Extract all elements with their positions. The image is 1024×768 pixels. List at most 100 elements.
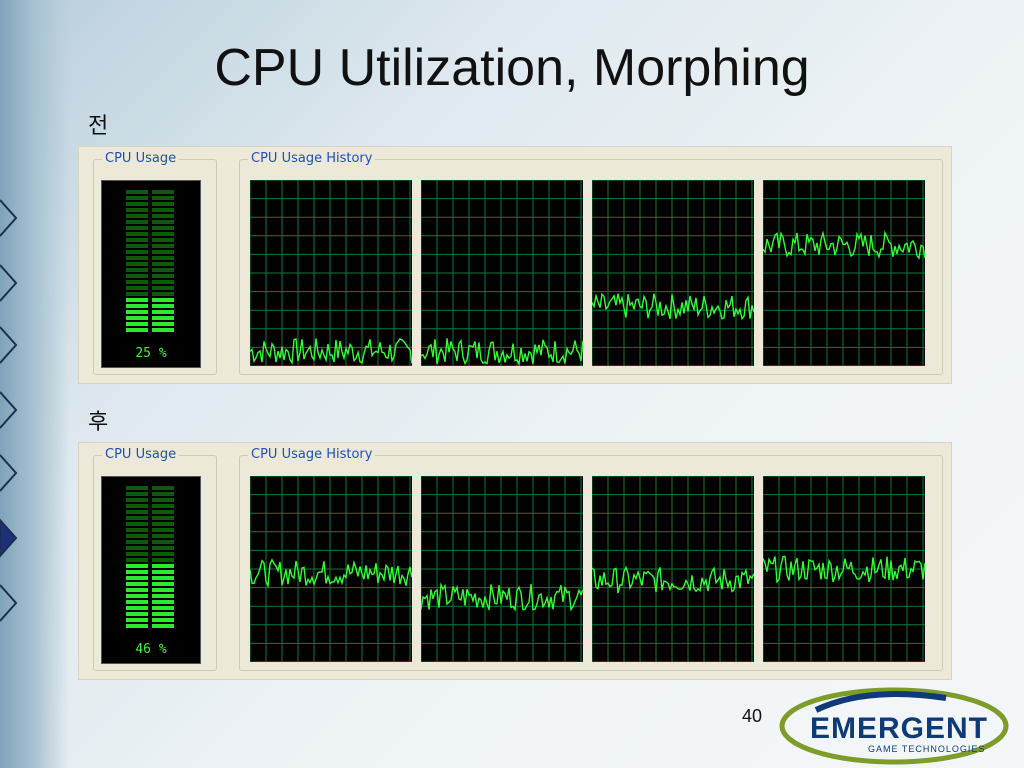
meter-segment: [152, 558, 174, 562]
meter-segment: [152, 214, 174, 218]
meter-segment: [126, 558, 148, 562]
usage-line: [249, 337, 413, 365]
meter-segment: [152, 546, 174, 550]
meter-segment: [126, 316, 148, 320]
meter-segment: [152, 618, 174, 622]
meter-segment: [152, 292, 174, 296]
meter-segment: [126, 280, 148, 284]
page-number: 40: [742, 706, 763, 726]
meter-segment: [152, 522, 174, 526]
left-chevron-decoration: [0, 199, 18, 622]
meter-segment: [126, 486, 148, 490]
meter-segment: [152, 528, 174, 532]
meter-segment: [126, 244, 148, 248]
meter-segment: [126, 262, 148, 266]
cpu-usage-meter-bars: [126, 190, 174, 332]
meter-segment: [152, 244, 174, 248]
core-1-history-plot: [249, 179, 413, 367]
meter-segment: [152, 310, 174, 314]
meter-segment: [152, 606, 174, 610]
logo-swoosh-icon: [779, 687, 1009, 765]
meter-segment: [152, 268, 174, 272]
meter-segment: [152, 286, 174, 290]
meter-segment: [126, 238, 148, 242]
cpu-usage-readout: 25 %: [135, 346, 167, 361]
task-manager-panel-after: CPU Usage 46 % CPU Usage History: [78, 442, 952, 680]
meter-segment: [126, 498, 148, 502]
emergent-logo: EMERGENT GAME TECHNOLOGIES: [776, 682, 1022, 766]
meter-segment: [152, 322, 174, 326]
cpu-usage-group: CPU Usage 25 %: [93, 151, 217, 375]
meter-segment: [126, 528, 148, 532]
meter-segment: [152, 304, 174, 308]
core-history-graph-3: [591, 475, 755, 663]
meter-segment: [152, 486, 174, 490]
core-4-history-plot: [762, 179, 926, 367]
meter-segment: [152, 226, 174, 230]
meter-segment: [152, 588, 174, 592]
meter-segment: [152, 624, 174, 628]
cpu-usage-readout: 46 %: [135, 642, 167, 657]
core-history-graph-1: [249, 475, 413, 663]
meter-segment: [126, 322, 148, 326]
meter-segment: [126, 522, 148, 526]
meter-segment: [126, 504, 148, 508]
meter-segment: [152, 316, 174, 320]
meter-segment: [152, 220, 174, 224]
meter-segment: [126, 594, 148, 598]
meter-segment: [126, 328, 148, 332]
cpu-history-group: CPU Usage History: [239, 447, 943, 671]
meter-segment: [152, 328, 174, 332]
meter-segment: [126, 286, 148, 290]
usage-line: [762, 555, 926, 584]
meter-segment: [126, 190, 148, 194]
meter-segment: [152, 552, 174, 556]
core-history-graph-4: [762, 475, 926, 663]
meter-segment: [126, 606, 148, 610]
meter-segment: [126, 612, 148, 616]
meter-segment: [152, 600, 174, 604]
usage-line: [762, 230, 926, 260]
meter-segment: [126, 202, 148, 206]
meter-segment: [126, 564, 148, 568]
meter-segment: [152, 510, 174, 514]
meter-segment: [126, 516, 148, 520]
meter-segment: [126, 588, 148, 592]
logo-wordmark: EMERGENT: [810, 712, 989, 745]
core-history-graph-2: [420, 475, 584, 663]
core-history-graph-3: [591, 179, 755, 367]
logo-tagline: GAME TECHNOLOGIES: [868, 744, 986, 754]
meter-segment: [152, 238, 174, 242]
core-4-history-plot: [762, 475, 926, 663]
meter-segment: [126, 256, 148, 260]
core-3-history-plot: [591, 179, 755, 367]
cpu-history-group-label: CPU Usage History: [248, 151, 376, 166]
meter-segment: [126, 208, 148, 212]
meter-segment: [126, 250, 148, 254]
meter-segment: [126, 600, 148, 604]
meter-segment: [152, 540, 174, 544]
meter-segment: [152, 202, 174, 206]
cpu-usage-meter-bars: [126, 486, 174, 628]
core-1-history-plot: [249, 475, 413, 663]
usage-line: [420, 338, 584, 367]
meter-segment: [126, 624, 148, 628]
meter-segment: [126, 492, 148, 496]
cpu-history-group-label: CPU Usage History: [248, 447, 376, 462]
cpu-usage-group-label: CPU Usage: [102, 151, 180, 166]
meter-segment: [126, 582, 148, 586]
meter-segment: [152, 196, 174, 200]
left-decoration: [0, 0, 70, 768]
meter-segment: [126, 310, 148, 314]
meter-segment: [126, 268, 148, 272]
usage-line: [420, 582, 584, 612]
meter-segment: [126, 618, 148, 622]
meter-segment: [152, 256, 174, 260]
meter-segment: [126, 304, 148, 308]
meter-segment: [126, 510, 148, 514]
task-manager-panel-before: CPU Usage 25 % CPU Usage History: [78, 146, 952, 384]
meter-segment: [152, 274, 174, 278]
core-history-graph-1: [249, 179, 413, 367]
usage-line: [591, 565, 755, 594]
meter-segment: [152, 504, 174, 508]
